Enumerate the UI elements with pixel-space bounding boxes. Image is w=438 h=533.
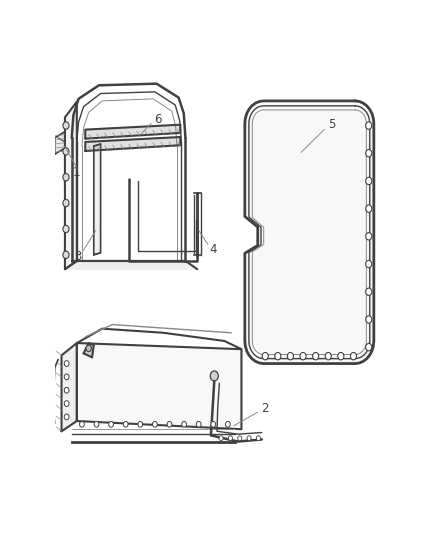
Circle shape xyxy=(300,352,306,360)
Circle shape xyxy=(64,387,69,393)
Circle shape xyxy=(275,352,281,360)
Polygon shape xyxy=(65,261,197,269)
Polygon shape xyxy=(55,132,65,154)
Circle shape xyxy=(86,345,92,352)
Circle shape xyxy=(80,422,84,427)
Circle shape xyxy=(366,205,372,212)
Polygon shape xyxy=(77,343,241,429)
Circle shape xyxy=(366,177,372,184)
Circle shape xyxy=(366,232,372,240)
Polygon shape xyxy=(94,144,101,255)
Circle shape xyxy=(338,352,344,360)
Polygon shape xyxy=(61,343,77,431)
Text: 5: 5 xyxy=(328,118,335,131)
Circle shape xyxy=(366,150,372,157)
Text: 3: 3 xyxy=(74,251,81,263)
Circle shape xyxy=(238,436,242,441)
Circle shape xyxy=(64,361,69,366)
Circle shape xyxy=(63,251,69,259)
Circle shape xyxy=(94,422,99,427)
Polygon shape xyxy=(85,137,180,151)
Circle shape xyxy=(210,371,219,381)
Text: 4: 4 xyxy=(209,243,217,256)
Circle shape xyxy=(219,436,223,441)
Circle shape xyxy=(262,352,268,360)
Circle shape xyxy=(313,352,319,360)
Circle shape xyxy=(226,422,230,427)
Circle shape xyxy=(256,436,261,441)
Text: 6: 6 xyxy=(155,113,162,126)
Text: 2: 2 xyxy=(261,402,269,415)
Circle shape xyxy=(325,352,331,360)
Circle shape xyxy=(124,422,128,427)
Circle shape xyxy=(196,422,201,427)
Circle shape xyxy=(167,422,172,427)
Circle shape xyxy=(63,199,69,207)
Circle shape xyxy=(247,436,251,441)
Circle shape xyxy=(63,122,69,129)
Circle shape xyxy=(64,401,69,407)
Circle shape xyxy=(152,422,157,427)
Circle shape xyxy=(64,374,69,380)
Circle shape xyxy=(287,352,293,360)
Circle shape xyxy=(63,148,69,155)
Text: 1: 1 xyxy=(73,166,81,179)
Circle shape xyxy=(350,352,357,360)
Circle shape xyxy=(366,343,372,351)
Circle shape xyxy=(366,316,372,323)
Polygon shape xyxy=(85,125,180,139)
Polygon shape xyxy=(65,102,77,269)
Circle shape xyxy=(182,422,187,427)
Circle shape xyxy=(366,260,372,268)
Polygon shape xyxy=(245,101,374,364)
Circle shape xyxy=(109,422,113,427)
Circle shape xyxy=(64,414,69,420)
Polygon shape xyxy=(84,343,94,358)
Circle shape xyxy=(211,422,215,427)
Circle shape xyxy=(138,422,143,427)
Circle shape xyxy=(63,174,69,181)
Circle shape xyxy=(366,122,372,129)
Circle shape xyxy=(63,225,69,232)
Circle shape xyxy=(228,436,233,441)
Circle shape xyxy=(366,288,372,295)
